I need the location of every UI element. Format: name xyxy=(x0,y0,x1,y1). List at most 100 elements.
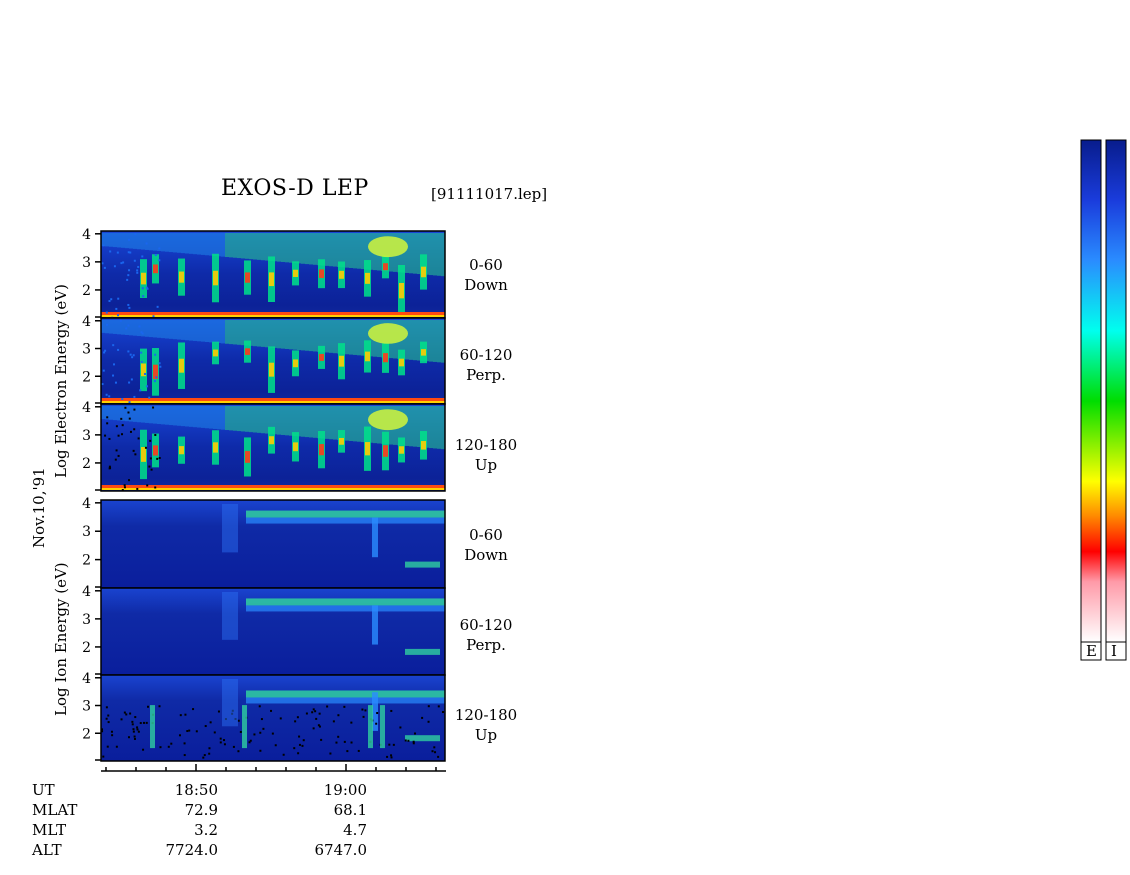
panel-2-haze xyxy=(245,320,249,346)
panel-6-speckle xyxy=(159,746,162,749)
panel-2-haze xyxy=(117,320,121,335)
panel-3-burst-core xyxy=(339,437,344,445)
panel-3-haze xyxy=(413,406,417,447)
panel-6-speckle xyxy=(392,743,395,746)
panel-2-haze xyxy=(421,320,425,361)
panel-3-speckle xyxy=(156,457,159,460)
panel-3-speckle xyxy=(132,449,135,452)
panel-2-lowband-edge xyxy=(101,401,445,403)
panel-2-haze xyxy=(413,320,417,361)
panel-6-speckle xyxy=(421,716,424,719)
panel-6-speckle xyxy=(315,717,318,720)
panel-1-haze xyxy=(161,233,165,252)
panel-3-haze xyxy=(425,406,429,448)
panel-1-haze xyxy=(249,233,253,260)
panel-2-haze xyxy=(313,320,317,352)
panel-6-speckle xyxy=(404,739,407,742)
panel-3-haze xyxy=(337,406,341,440)
panel-6-speckle xyxy=(437,755,440,758)
panel-6-speckle xyxy=(326,705,329,708)
panel-6-patch xyxy=(222,679,238,727)
panel-2-lowband xyxy=(101,398,445,401)
panel-1-haze xyxy=(285,233,289,263)
panel-1-speckle xyxy=(142,295,145,298)
panel-2-speckle xyxy=(127,350,130,353)
panel-6-speckle xyxy=(133,737,136,740)
panel-3-haze xyxy=(105,406,109,420)
y-tick-label: 4 xyxy=(82,400,91,416)
panel-2-haze xyxy=(177,320,181,340)
panel-5-streak xyxy=(372,605,378,645)
panel-3-speckle xyxy=(144,446,147,449)
panel-6-speckle xyxy=(253,733,256,736)
panel-1-haze xyxy=(353,233,357,269)
panel-3-speckle xyxy=(104,434,107,437)
panel-6-speckle xyxy=(147,705,150,708)
panel-6-speckle xyxy=(142,721,145,724)
panel-1-haze xyxy=(193,233,197,255)
panel-3-speckle xyxy=(129,430,132,433)
panel-6-speckle xyxy=(433,746,436,749)
panel-1-speckle xyxy=(122,261,125,264)
panel-5-band-shadow xyxy=(246,605,445,612)
panel-6-speckle xyxy=(364,709,367,712)
panel-6-speckle xyxy=(407,739,410,742)
panel-3-haze xyxy=(229,406,233,431)
panel-6-speckle xyxy=(262,727,265,730)
panel-1-haze xyxy=(437,233,441,276)
panel-3-haze xyxy=(221,406,225,430)
panel-2-speckle xyxy=(129,353,132,356)
panel-3-haze xyxy=(313,406,317,438)
row-label-mlat: MLAT xyxy=(32,801,78,819)
y-tick-label: 3 xyxy=(82,342,91,358)
panel-1-haze xyxy=(169,233,173,253)
panel-3-speckle xyxy=(123,484,126,487)
panel-6-speckle xyxy=(183,742,186,745)
panel-1-haze xyxy=(341,233,345,268)
panel-1-speckle xyxy=(105,311,108,314)
panel-2-haze xyxy=(201,320,205,342)
panel-6-lowband xyxy=(405,735,440,742)
panel-1-speckle xyxy=(110,298,113,301)
panel-3-speckle xyxy=(108,465,111,468)
panel-6-speckle xyxy=(125,713,128,716)
panel-3-haze xyxy=(245,406,249,432)
panel-1-haze xyxy=(109,233,113,247)
panel-2-haze xyxy=(181,320,185,340)
panel-5-direction: Perp. xyxy=(466,636,506,654)
panel-3-speckle xyxy=(115,449,118,452)
panel-3-haze xyxy=(193,406,197,428)
panel-2-speckle xyxy=(141,332,144,335)
panel-3-haze xyxy=(361,406,365,443)
panel-2-burst-core xyxy=(269,362,274,377)
panel-1-haze xyxy=(269,233,273,261)
panel-4-band-shadow xyxy=(246,517,445,524)
panel-6-speckle xyxy=(223,739,226,742)
y-tick-label: 2 xyxy=(82,553,91,569)
panel-1-haze xyxy=(233,233,237,258)
y-tick-label: 4 xyxy=(82,496,91,512)
colorbar-label-i: I xyxy=(1111,642,1117,660)
panel-2-speckle xyxy=(108,395,111,398)
panel-6-speckle xyxy=(258,705,261,708)
panel-3-haze xyxy=(437,406,441,449)
panel-3-haze xyxy=(265,406,269,434)
y-tick-label: 4 xyxy=(82,671,91,687)
ion-axis-label: Log Ion Energy (eV) xyxy=(52,562,70,716)
panel-3-burst-core xyxy=(179,446,184,455)
panel-2-haze xyxy=(169,320,173,339)
panel-6-speckle xyxy=(132,728,135,731)
y-tick-label: 4 xyxy=(82,314,91,330)
panel-6-speckle xyxy=(208,747,211,750)
panel-6-speckle xyxy=(343,705,346,708)
panel-3-haze xyxy=(365,406,369,443)
ut-value-1: 18:50 xyxy=(174,781,218,799)
panel-3-haze xyxy=(173,406,177,426)
panel-2-haze xyxy=(189,320,193,341)
panel-1-haze xyxy=(289,233,293,263)
panel-3-haze xyxy=(349,406,353,442)
panel-6-speckle xyxy=(213,731,216,734)
panel-2-speckle xyxy=(104,349,107,352)
panel-2-haze xyxy=(173,320,177,340)
panel-1-speckle xyxy=(103,266,106,269)
